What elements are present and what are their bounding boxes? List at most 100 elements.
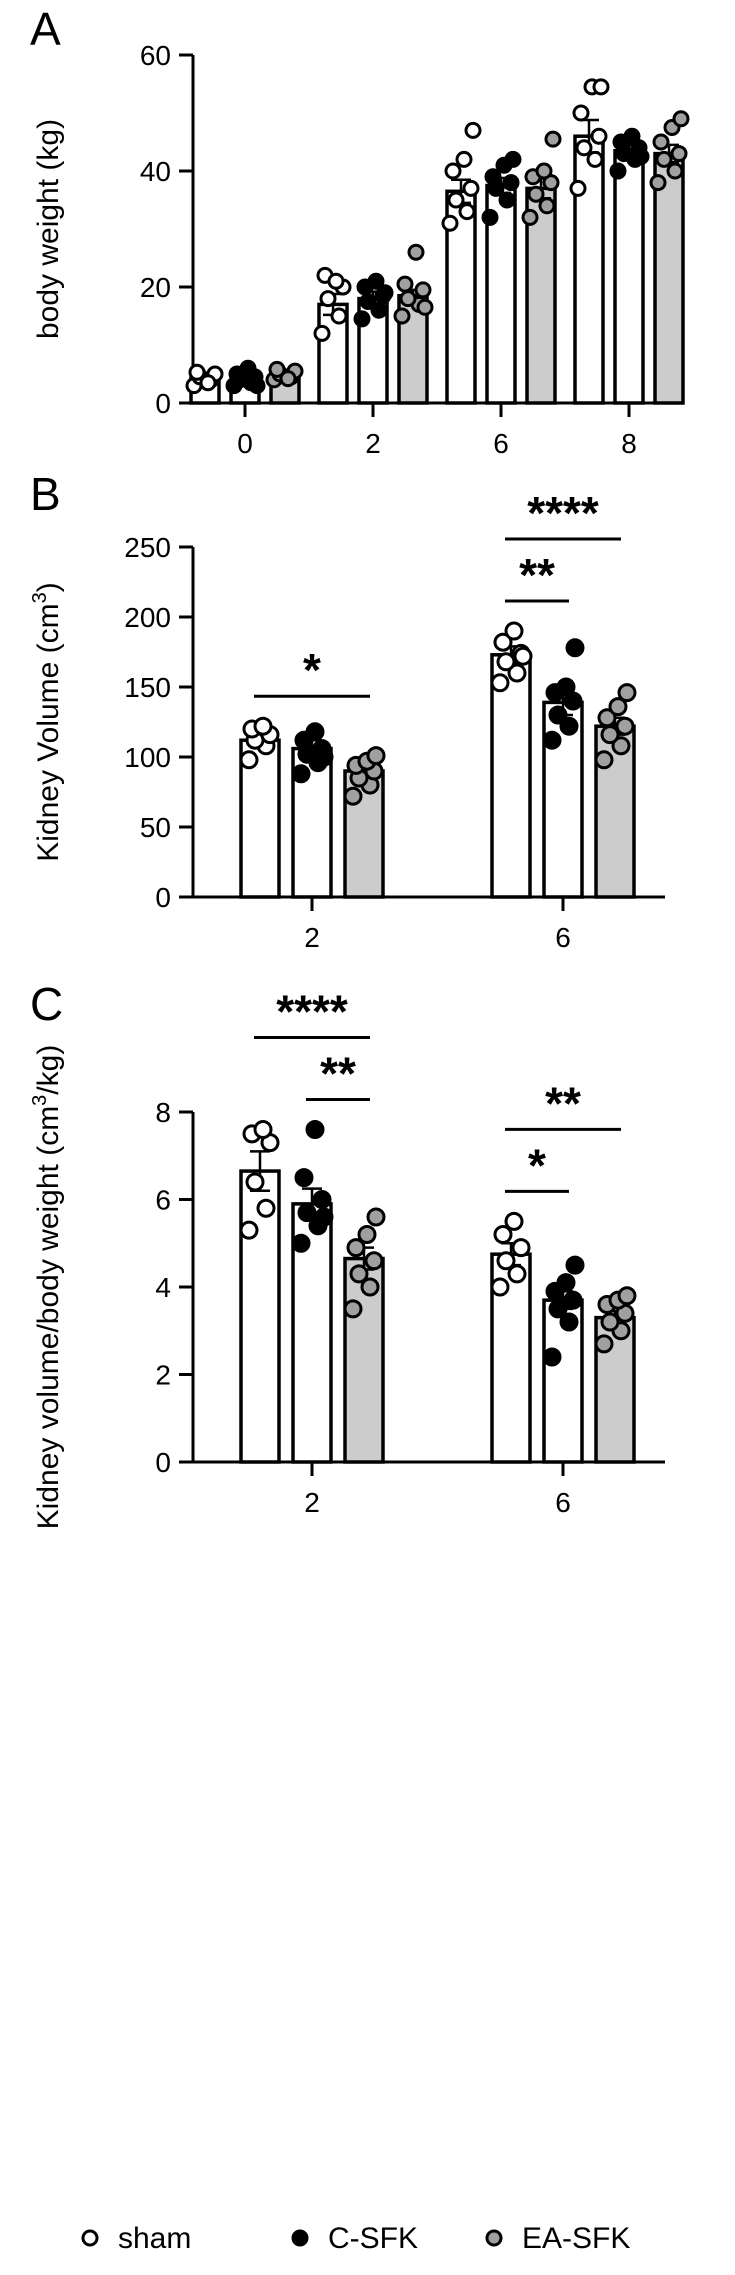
legend: sham C-SFK EA-SFK (81, 2222, 630, 2255)
data-point-sham (256, 1198, 276, 1218)
legend-marker-EA-SFK (485, 2229, 503, 2247)
data-point-EA-SFK (279, 370, 297, 388)
data-point-EA-SFK (407, 243, 425, 261)
data-point-EA-SFK (366, 746, 386, 766)
y-tick-label: 6 (155, 1185, 171, 1216)
data-point-EA-SFK (535, 162, 553, 180)
x-tick-label: 8 (621, 428, 637, 459)
bar-sham-2 (239, 1169, 281, 1464)
data-point-EA-SFK (366, 1207, 386, 1227)
data-point-sham (496, 1251, 516, 1271)
data-point-EA-SFK (399, 290, 417, 308)
significance-label: **** (527, 487, 599, 539)
data-point-EA-SFK (666, 162, 684, 180)
legend-label-C-SFK: C-SFK (328, 2222, 418, 2255)
data-point-EA-SFK (611, 736, 631, 756)
data-point-EA-SFK (617, 1286, 637, 1306)
data-point-C-SFK (314, 747, 334, 767)
significance-label: * (303, 644, 321, 696)
data-point-EA-SFK (615, 716, 635, 736)
y-tick-label: 250 (124, 532, 171, 563)
data-point-EA-SFK (268, 360, 286, 378)
y-tick-label: 4 (155, 1272, 171, 1303)
data-point-EA-SFK (597, 708, 617, 728)
data-point-sham (188, 363, 206, 381)
data-point-EA-SFK (360, 1277, 380, 1297)
data-point-sham (444, 162, 462, 180)
data-point-EA-SFK (672, 110, 690, 128)
x-tick-label: 6 (555, 922, 571, 953)
significance-label: ** (519, 549, 555, 601)
significance-label: ** (545, 1077, 581, 1129)
data-point-EA-SFK (655, 150, 673, 168)
data-point-EA-SFK (608, 697, 628, 717)
data-point-sham (462, 179, 480, 197)
x-tick-label: 0 (237, 428, 253, 459)
data-point-EA-SFK (652, 133, 670, 151)
data-point-sham (245, 1172, 265, 1192)
data-point-sham (493, 632, 513, 652)
data-point-sham (507, 663, 527, 683)
data-point-sham (513, 646, 533, 666)
panel-letter: B (30, 468, 61, 520)
y-tick-label: 20 (140, 272, 171, 303)
panel-letter: A (30, 3, 61, 55)
data-point-sham (572, 104, 590, 122)
data-point-C-SFK (305, 722, 325, 742)
data-point-C-SFK (542, 730, 562, 750)
data-point-EA-SFK (600, 725, 620, 745)
data-point-sham (569, 179, 587, 197)
data-point-C-SFK (502, 174, 520, 192)
data-point-C-SFK (481, 208, 499, 226)
legend-label-sham: sham (118, 2222, 191, 2255)
data-point-sham (458, 203, 476, 221)
data-point-EA-SFK (617, 683, 637, 703)
y-tick-label: 0 (155, 882, 171, 913)
data-point-sham (575, 139, 593, 157)
data-point-EA-SFK (594, 750, 614, 770)
y-axis-label: Kidney volume/body weight (cm3/kg) (29, 1045, 65, 1530)
x-tick-label: 2 (304, 1487, 320, 1518)
data-point-C-SFK (353, 310, 371, 328)
data-point-sham (590, 127, 608, 145)
x-tick-label: 2 (304, 922, 320, 953)
data-point-sham (455, 150, 473, 168)
y-tick-label: 40 (140, 156, 171, 187)
x-tick-label: 6 (493, 428, 509, 459)
data-point-sham (493, 1225, 513, 1244)
data-point-sham (199, 374, 217, 392)
data-point-C-SFK (609, 162, 627, 180)
legend-label-EA-SFK: EA-SFK (522, 2222, 630, 2255)
data-point-sham (253, 1120, 273, 1139)
data-point-sham (464, 121, 482, 139)
panel-C: C 0 2 4 6 8 Kidney volume/body weight (cm3/kg)… (29, 978, 665, 1529)
data-point-C-SFK (367, 272, 385, 290)
y-tick-label: 60 (140, 40, 171, 71)
data-point-C-SFK (305, 1120, 325, 1139)
y-axis-label: body weight (kg) (32, 119, 65, 339)
legend-marker-sham (81, 2229, 99, 2247)
data-point-EA-SFK (346, 1238, 366, 1258)
data-point-C-SFK (548, 1299, 568, 1319)
data-point-sham (239, 1220, 259, 1240)
data-point-C-SFK (484, 168, 502, 186)
data-point-C-SFK (248, 377, 266, 395)
data-point-sham (586, 150, 604, 168)
y-tick-label: 200 (124, 602, 171, 633)
data-point-EA-SFK (349, 1264, 369, 1284)
data-point-C-SFK (542, 1347, 562, 1367)
x-tick-label: 2 (365, 428, 381, 459)
data-point-sham (327, 272, 345, 290)
data-point-C-SFK (563, 1290, 583, 1310)
data-point-C-SFK (359, 293, 377, 310)
data-point-C-SFK (294, 1168, 314, 1188)
data-point-sham (313, 324, 331, 342)
data-point-C-SFK (297, 1203, 317, 1223)
data-point-C-SFK (376, 284, 394, 302)
data-point-EA-SFK (670, 145, 688, 163)
data-point-sham (330, 307, 348, 325)
data-point-sham (319, 290, 337, 308)
data-point-C-SFK (565, 1255, 585, 1275)
data-point-EA-SFK (521, 208, 539, 226)
